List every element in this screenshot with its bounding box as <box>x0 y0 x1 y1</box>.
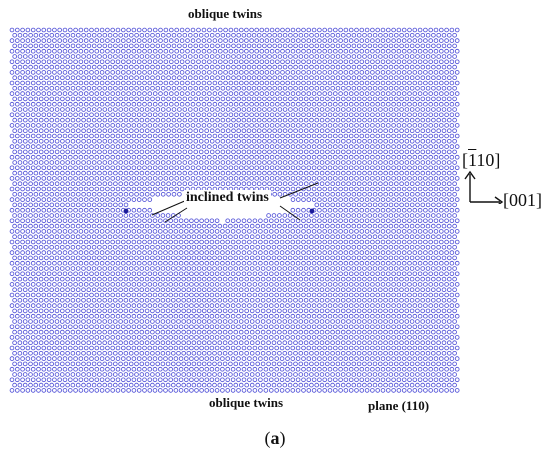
axis-label-horizontal: [001] <box>503 190 542 210</box>
atom-grid <box>9 27 460 393</box>
leader-lines <box>151 182 319 223</box>
caption-letter: a <box>270 428 280 448</box>
oblique-twins-top-label: oblique twins <box>185 6 266 21</box>
caption-close: ) <box>279 428 286 448</box>
axis-arrows-icon <box>464 170 504 204</box>
figure-caption: (a) <box>0 428 550 449</box>
leader-line-left-lower <box>164 207 188 223</box>
defect-atom-left <box>123 208 129 214</box>
defect-atom-right <box>309 208 315 214</box>
leader-line-left <box>151 199 188 216</box>
plane-label: plane (110) <box>366 398 432 413</box>
leader-line-right-lower <box>279 205 301 221</box>
oblique-twins-bottom-label: oblique twins <box>206 395 287 410</box>
axis-vertical-barred: 1 <box>468 150 477 170</box>
inclined-twins-label: inclined twins <box>184 190 271 205</box>
caption-open: ( <box>264 428 271 448</box>
axis-label-vertical: [110] <box>462 150 500 171</box>
axis-vertical-suffix: 10] <box>476 150 501 170</box>
leader-line-right <box>279 182 319 199</box>
axis-vertical-prefix: [ <box>462 150 468 170</box>
